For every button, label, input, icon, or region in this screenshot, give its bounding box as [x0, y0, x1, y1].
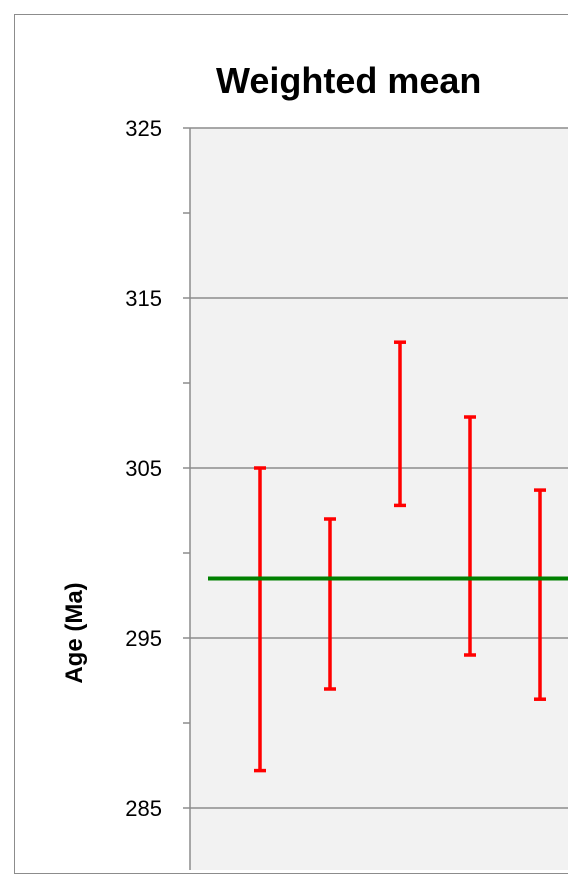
plot-area	[190, 128, 568, 870]
y-tick-label: 285	[125, 796, 162, 821]
error-bar	[254, 466, 266, 773]
y-axis	[183, 127, 191, 870]
gridlines	[190, 127, 568, 809]
y-axis-label: Age (Ma)	[61, 582, 88, 683]
y-tick-label: 295	[125, 626, 162, 651]
y-tick-label: 305	[125, 456, 162, 481]
y-tick-labels: 325 315 305 295 285	[125, 116, 162, 821]
error-bar	[394, 340, 406, 508]
chart-title: Weighted mean	[216, 60, 481, 101]
y-tick-label: 325	[125, 116, 162, 141]
y-tick-label: 315	[125, 286, 162, 311]
error-bars	[254, 340, 546, 773]
error-bar	[464, 415, 476, 657]
error-bar	[534, 488, 546, 701]
error-bar	[324, 517, 336, 691]
